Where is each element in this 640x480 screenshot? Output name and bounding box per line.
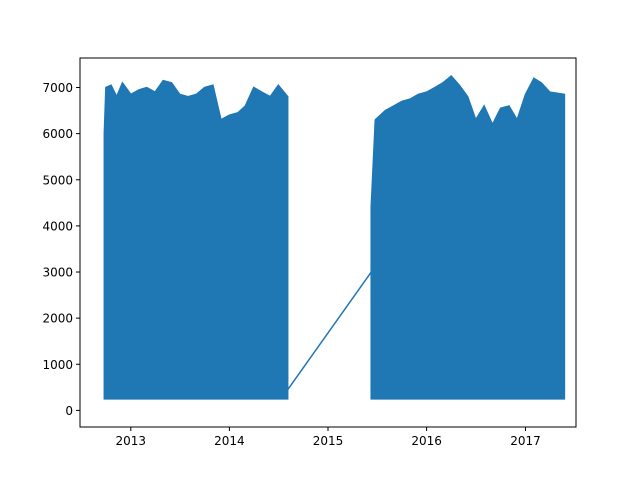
x-tick-label: 2017 (510, 434, 541, 448)
y-tick-label: 3000 (42, 266, 73, 280)
y-tick-label: 7000 (42, 81, 73, 95)
plot-area (103, 74, 566, 400)
y-tick-label: 2000 (42, 312, 73, 326)
x-tick-label: 2013 (116, 434, 147, 448)
y-tick-label: 4000 (42, 219, 73, 233)
series-segment-2 (370, 74, 566, 400)
series-bridge-line (287, 271, 372, 391)
x-axis: 2013 2014 2015 2016 2017 (116, 427, 541, 448)
series-segment-1 (103, 79, 289, 400)
y-tick-label: 6000 (42, 127, 73, 141)
x-tick-label: 2014 (214, 434, 245, 448)
y-tick-label: 1000 (42, 358, 73, 372)
y-tick-label: 0 (65, 404, 73, 418)
y-axis: 0 1000 2000 3000 4000 5000 6000 7000 (42, 81, 80, 418)
x-tick-label: 2015 (313, 434, 344, 448)
y-tick-label: 5000 (42, 173, 73, 187)
x-tick-label: 2016 (411, 434, 442, 448)
